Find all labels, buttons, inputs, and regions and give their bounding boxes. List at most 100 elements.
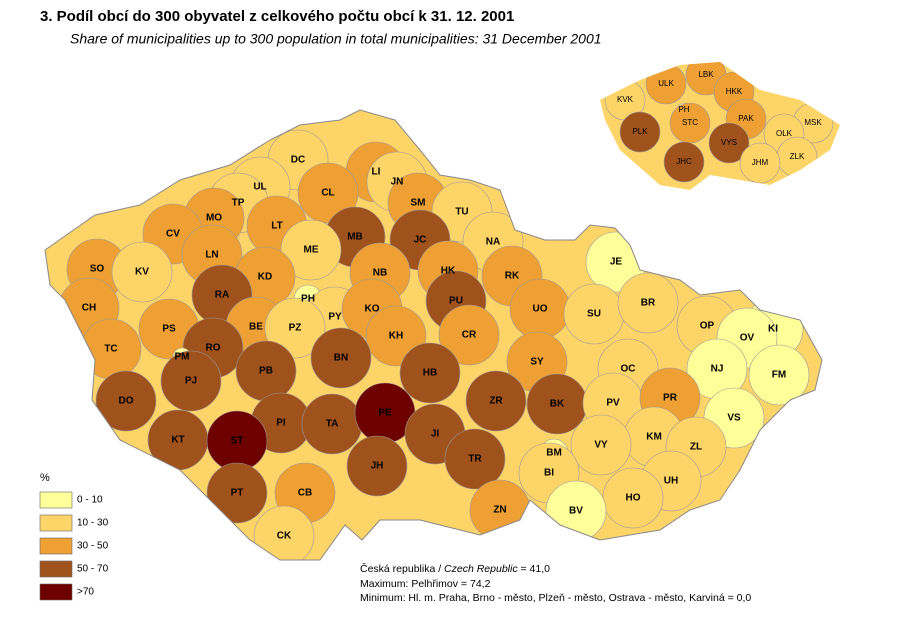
district-label: DC — [291, 155, 305, 166]
legend-label: 0 - 10 — [77, 495, 103, 506]
region-label: PH — [678, 105, 689, 114]
district-label: JC — [414, 235, 427, 246]
district-label: OV — [740, 333, 755, 344]
region — [663, 141, 705, 183]
labels: DC LI JN CL UL TP MO CV LT SM TU NA MB JC ME SO KV LN KD RA… — [82, 70, 823, 542]
note: Česká republika / Czech Republic = 41,0 — [360, 562, 550, 575]
district-label: CL — [321, 188, 334, 199]
district-label: ZN — [493, 505, 506, 516]
region-label: JHC — [676, 157, 692, 166]
district-label: KO — [365, 304, 380, 315]
region-label: JHM — [752, 158, 769, 167]
district-label: PU — [449, 296, 463, 307]
district-label: TA — [326, 419, 339, 430]
district-label: VS — [727, 413, 741, 424]
district-label: NA — [486, 237, 500, 248]
legend-label: 30 - 50 — [77, 541, 109, 552]
district-label: JH — [371, 461, 384, 472]
district — [399, 342, 461, 404]
district — [160, 350, 222, 412]
district-label: JE — [610, 257, 623, 268]
district-label: VY — [594, 440, 608, 451]
district-label: PE — [378, 408, 392, 419]
note: Minimum: Hl. m. Praha, Brno - město, Plz… — [360, 592, 751, 604]
region-label: PAK — [738, 114, 754, 123]
district — [570, 414, 632, 476]
legend-title: % — [40, 472, 50, 484]
district-label: TU — [455, 207, 468, 218]
district-label: BE — [249, 322, 263, 333]
district-label: UH — [664, 476, 678, 487]
district-label: LN — [205, 250, 218, 261]
district — [280, 219, 342, 281]
district-label: HO — [626, 493, 641, 504]
region — [619, 111, 661, 153]
district-label: NJ — [711, 364, 724, 375]
district-label: RO — [206, 343, 221, 354]
legend-swatch — [39, 514, 73, 532]
district-label: TP — [232, 198, 245, 209]
district-label: BV — [569, 506, 583, 517]
district-label: SU — [587, 309, 601, 320]
district — [297, 162, 359, 224]
district-label: JI — [431, 429, 440, 440]
district-label: ST — [231, 436, 244, 447]
district — [310, 327, 372, 389]
district-label: PT — [231, 488, 244, 499]
district-label: PB — [259, 366, 273, 377]
district-label: ME — [304, 245, 319, 256]
district-label: MO — [206, 213, 222, 224]
district-label: PR — [663, 393, 678, 404]
region-label: ZLK — [790, 152, 805, 161]
district — [438, 304, 500, 366]
legend-label: >70 — [77, 587, 94, 598]
district-label: TR — [468, 454, 482, 465]
district-label: JN — [391, 177, 404, 188]
district-label: SM — [411, 198, 426, 209]
note-value: = 41,0 — [518, 563, 551, 575]
district-label: MB — [347, 232, 363, 243]
district-label: CK — [277, 531, 292, 542]
district-label: PS — [162, 324, 176, 335]
district-label: RK — [505, 271, 520, 282]
region-label: HKK — [726, 87, 743, 96]
district-label: HB — [423, 368, 437, 379]
region — [739, 142, 781, 184]
district-label: HK — [441, 266, 456, 277]
district-label: KT — [171, 435, 184, 446]
note-italic: Czech Republic — [444, 563, 518, 575]
district-label: OC — [621, 364, 636, 375]
district-label: ZL — [690, 442, 702, 453]
district-label: PM — [175, 352, 190, 363]
district-label: KM — [646, 432, 662, 443]
district-label: BM — [546, 448, 562, 459]
district-label: KH — [389, 331, 403, 342]
legend-label: 50 - 70 — [77, 564, 109, 575]
district — [95, 370, 157, 432]
district-label: CR — [462, 330, 477, 341]
legend-swatch — [39, 537, 73, 555]
legend-swatch — [39, 560, 73, 578]
district — [346, 435, 408, 497]
legend: 0 - 10 10 - 30 30 - 50 50 - 70 >70 — [39, 491, 109, 601]
district-label: SO — [90, 264, 105, 275]
district-label: LT — [271, 221, 282, 232]
district-label: PI — [276, 418, 286, 429]
legend-swatch — [39, 491, 73, 509]
district-label: PH — [301, 294, 315, 305]
region-label: KVK — [617, 95, 634, 104]
district-label: KI — [768, 324, 778, 335]
district-label: CH — [82, 303, 96, 314]
legend-label: 10 - 30 — [77, 518, 109, 529]
district-label: KV — [135, 267, 149, 278]
district — [748, 344, 810, 406]
district-label: PY — [328, 312, 342, 323]
region-label: OLK — [776, 129, 793, 138]
district-label: DO — [119, 396, 134, 407]
note-text: Česká republika / — [360, 562, 444, 575]
district-label: BK — [550, 399, 565, 410]
district-label: PV — [606, 398, 620, 409]
district-label: PJ — [185, 376, 197, 387]
